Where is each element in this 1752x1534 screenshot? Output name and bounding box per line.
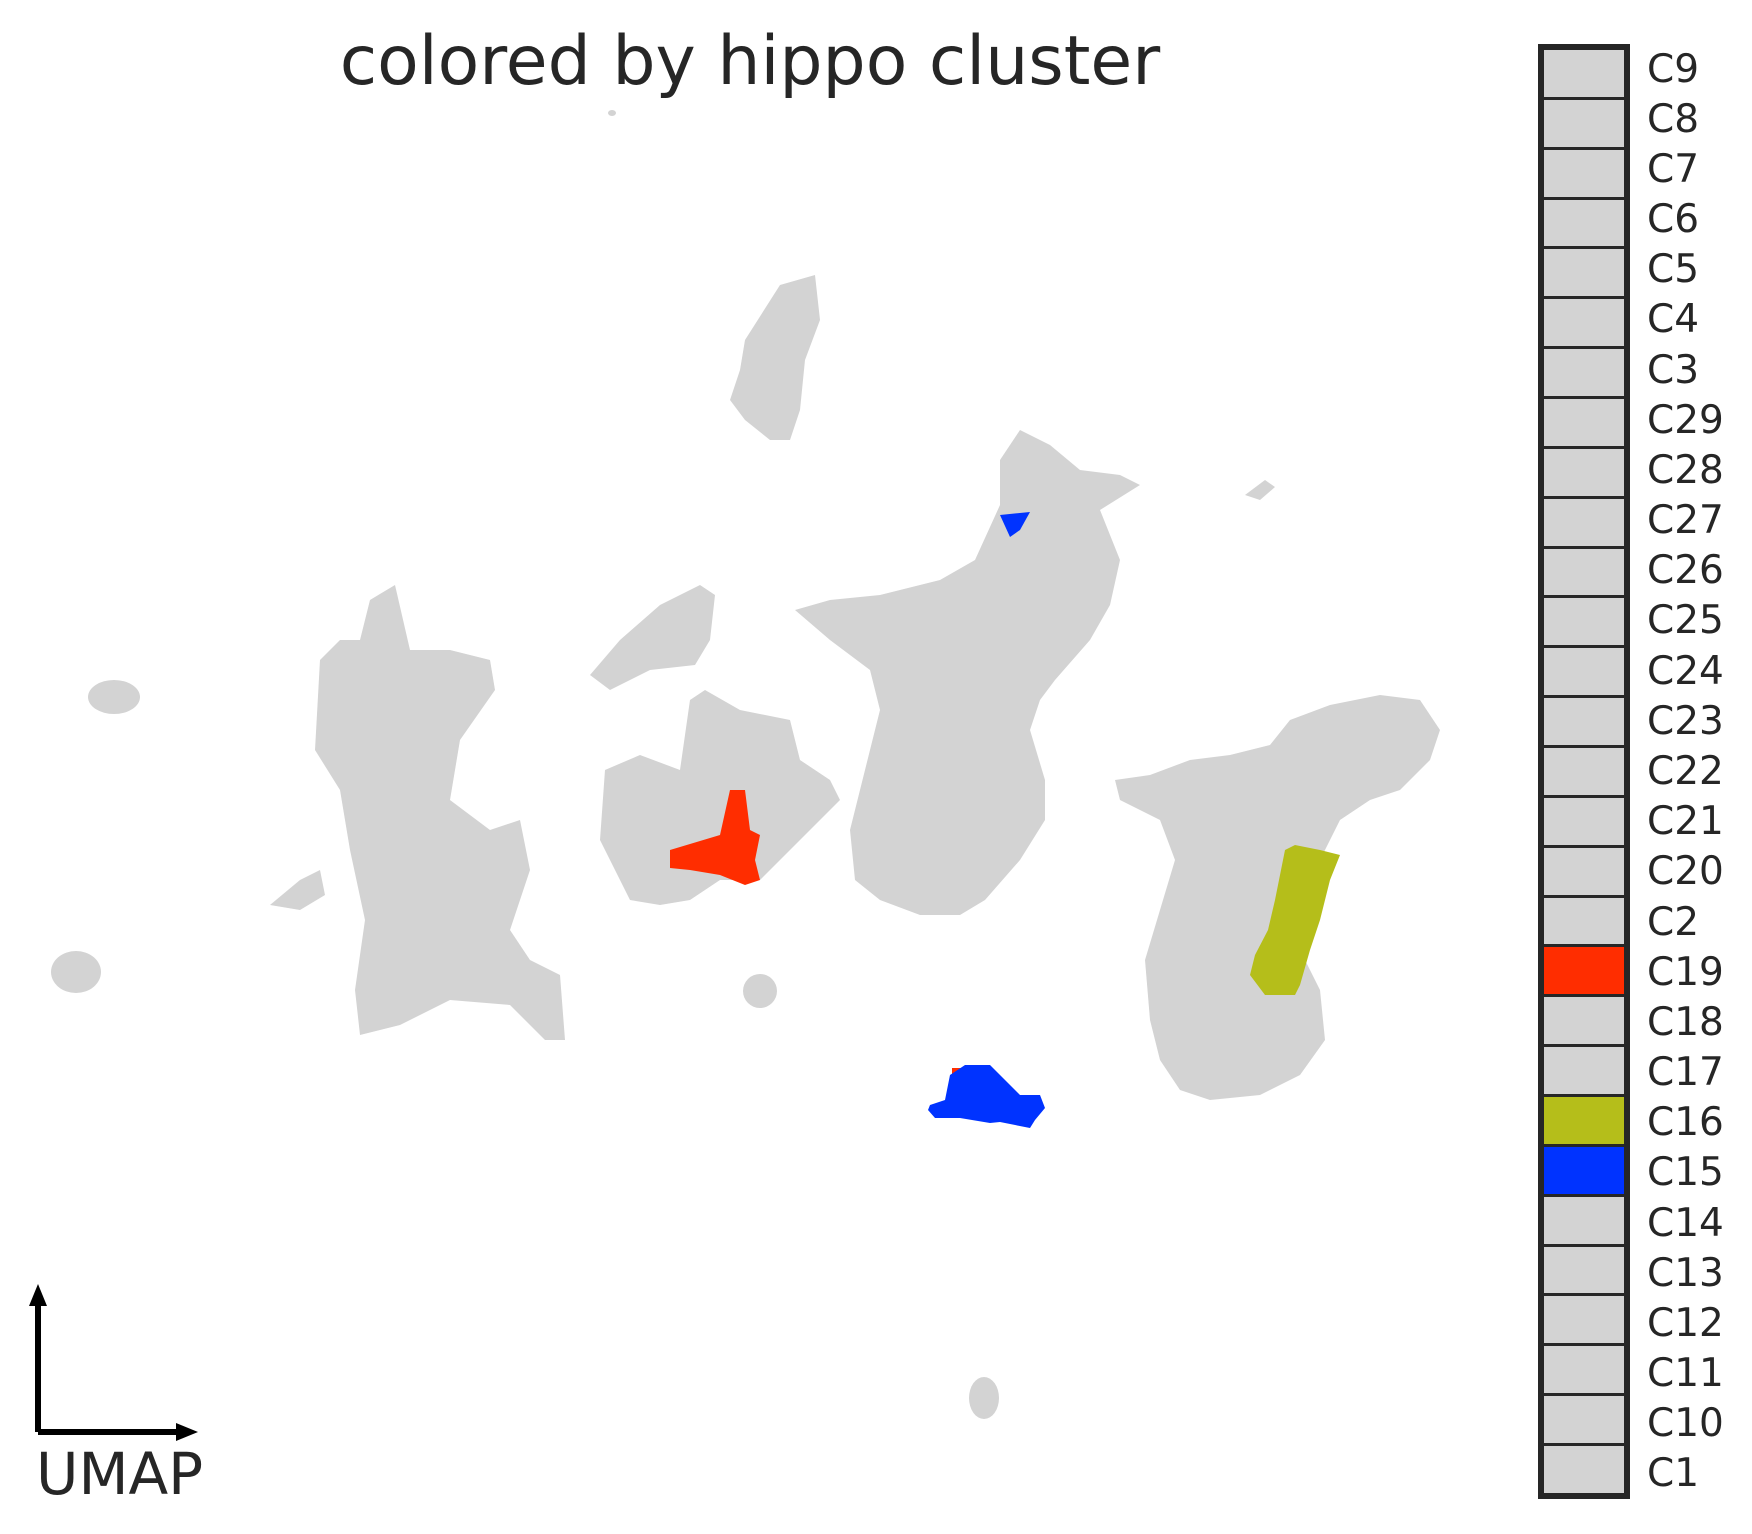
legend-swatch-c11 — [1544, 1346, 1624, 1394]
legend-swatch-c14 — [1544, 1196, 1624, 1244]
cell-cluster — [730, 275, 820, 440]
cell-cluster — [969, 1377, 999, 1419]
legend-label-c15: C15 — [1647, 1150, 1724, 1196]
legend-label-c12: C12 — [1647, 1300, 1724, 1346]
legend-label-c6: C6 — [1647, 197, 1700, 243]
cell-cluster — [88, 680, 140, 714]
legend-label-c4: C4 — [1647, 297, 1700, 343]
legend-swatch-c13 — [1544, 1246, 1624, 1294]
umap-axis-indicator — [35, 1302, 180, 1435]
cluster-c15-points — [928, 1065, 1045, 1128]
legend-swatch-c4 — [1544, 299, 1624, 347]
legend-label-c27: C27 — [1647, 498, 1724, 544]
cell-cluster — [315, 585, 565, 1040]
legend-swatch-c19 — [1544, 947, 1624, 995]
legend-label-c29: C29 — [1647, 397, 1724, 443]
cell-cluster — [608, 110, 616, 116]
cell-cluster — [795, 430, 1140, 915]
umap-x-arrowhead — [176, 1423, 198, 1441]
legend-label-c13: C13 — [1647, 1250, 1724, 1296]
highlighted-cells — [670, 512, 1340, 1128]
legend-swatch-c15 — [1544, 1146, 1624, 1194]
legend-label-c26: C26 — [1647, 548, 1724, 594]
legend-label-c18: C18 — [1647, 999, 1724, 1045]
legend-label-c10: C10 — [1647, 1401, 1724, 1447]
legend-label-c7: C7 — [1647, 146, 1700, 192]
legend-label-c19: C19 — [1647, 949, 1724, 995]
legend-swatch-c5 — [1544, 249, 1624, 297]
legend-swatch-c23 — [1544, 698, 1624, 746]
legend-swatch-c25 — [1544, 598, 1624, 646]
legend-label-c23: C23 — [1647, 698, 1724, 744]
background-cells — [51, 110, 1440, 1419]
legend-swatch-c29 — [1544, 399, 1624, 446]
umap-axis-label: UMAP — [36, 1440, 204, 1508]
legend-label-c2: C2 — [1647, 899, 1700, 945]
legend-label-c20: C20 — [1647, 849, 1724, 895]
chart-title: colored by hippo cluster — [339, 22, 1161, 101]
legend-swatch-c6 — [1544, 199, 1624, 247]
cell-cluster — [270, 870, 325, 910]
legend-swatch-c3 — [1544, 349, 1624, 397]
legend-label-c5: C5 — [1647, 247, 1700, 293]
legend-label-c17: C17 — [1647, 1050, 1724, 1096]
cell-cluster — [51, 951, 101, 993]
legend-colorbar — [1538, 44, 1630, 1499]
cell-cluster — [1245, 480, 1275, 500]
cluster-c16-points — [1250, 845, 1340, 995]
cluster-c15-points — [1000, 512, 1030, 537]
legend-swatch-c10 — [1544, 1396, 1624, 1444]
legend-swatch-c20 — [1544, 847, 1624, 895]
legend-swatch-c2 — [1544, 897, 1624, 945]
legend-swatch-c26 — [1544, 548, 1624, 596]
cell-cluster — [590, 585, 715, 690]
legend-label-c16: C16 — [1647, 1100, 1724, 1146]
legend-label-c9: C9 — [1647, 46, 1700, 92]
legend-swatch-c1 — [1544, 1446, 1624, 1493]
legend-swatch-c16 — [1544, 1097, 1624, 1144]
cell-cluster — [743, 974, 777, 1008]
legend-label-c14: C14 — [1647, 1200, 1724, 1246]
cluster-c19-points — [670, 790, 760, 885]
legend-labels: C9 C8 C7 C6 C5 C4 C3 C29 C28 C27 C26 C25 C24 C23 C22 C2… — [1647, 44, 1724, 1499]
umap-axis-arrowheads — [29, 1284, 198, 1441]
legend-swatch-c17 — [1544, 1047, 1624, 1095]
umap-y-arrowhead — [29, 1284, 47, 1306]
legend-swatch-c28 — [1544, 448, 1624, 496]
legend-swatch-c27 — [1544, 498, 1624, 546]
legend-label-c28: C28 — [1647, 447, 1724, 493]
legend-label-c24: C24 — [1647, 648, 1724, 694]
legend-swatch-c21 — [1544, 797, 1624, 845]
legend-swatch-c18 — [1544, 997, 1624, 1045]
legend-swatch-c22 — [1544, 748, 1624, 795]
legend-label-c22: C22 — [1647, 748, 1724, 794]
legend-swatch-c7 — [1544, 149, 1624, 197]
legend-label-c8: C8 — [1647, 96, 1700, 142]
legend-swatch-c12 — [1544, 1296, 1624, 1344]
legend-swatch-c8 — [1544, 99, 1624, 147]
legend-label-c1: C1 — [1647, 1451, 1700, 1497]
legend-label-c21: C21 — [1647, 799, 1724, 845]
legend-label-c25: C25 — [1647, 598, 1724, 644]
legend-swatch-c24 — [1544, 648, 1624, 696]
legend-label-c3: C3 — [1647, 347, 1700, 393]
cell-cluster — [600, 690, 840, 905]
legend-label-c11: C11 — [1647, 1351, 1724, 1397]
legend-swatch-c9 — [1544, 50, 1624, 97]
